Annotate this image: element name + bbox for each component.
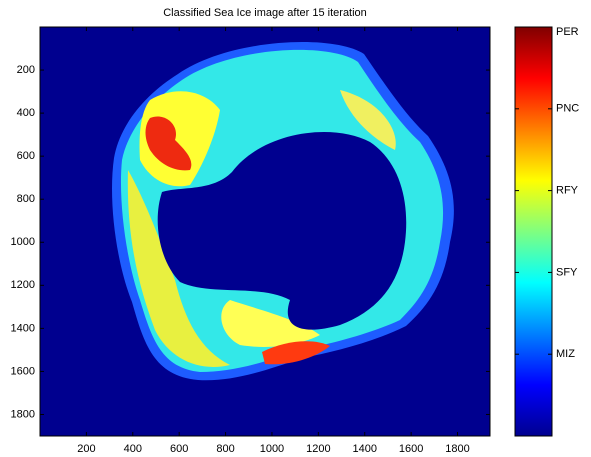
- colorbar-tick-label: SFY: [556, 266, 578, 278]
- y-tick-label: 1800: [11, 408, 35, 420]
- x-tick-label: 1200: [306, 443, 330, 455]
- x-tick-label: 1400: [353, 443, 377, 455]
- chart-title: Classified Sea Ice image after 15 iterat…: [163, 7, 367, 19]
- y-tick-label: 400: [17, 107, 35, 119]
- y-tick-label: 1400: [11, 322, 35, 334]
- y-tick-label: 1200: [11, 279, 35, 291]
- colorbar-tick-label: MIZ: [556, 348, 575, 360]
- y-tick-label: 600: [17, 150, 35, 162]
- x-tick-label: 800: [216, 443, 234, 455]
- x-tick-label: 600: [170, 443, 188, 455]
- colorbar-tick-label: PNC: [556, 103, 579, 115]
- colorbar-tick-label: PER: [556, 26, 579, 38]
- colorbar: [515, 27, 552, 436]
- image: [40, 27, 490, 436]
- chart: Classified Sea Ice image after 15 iterat…: [0, 0, 591, 457]
- y-tick-label: 1000: [11, 236, 35, 248]
- x-tick-label: 1600: [399, 443, 423, 455]
- colorbar-tick-label: RFY: [556, 185, 579, 197]
- y-tick-label: 1600: [11, 365, 35, 377]
- x-tick-label: 400: [124, 443, 142, 455]
- x-tick-label: 200: [77, 443, 95, 455]
- x-tick-label: 1000: [260, 443, 284, 455]
- y-tick-label: 800: [17, 193, 35, 205]
- x-tick-label: 1800: [445, 443, 469, 455]
- y-tick-label: 200: [17, 64, 35, 76]
